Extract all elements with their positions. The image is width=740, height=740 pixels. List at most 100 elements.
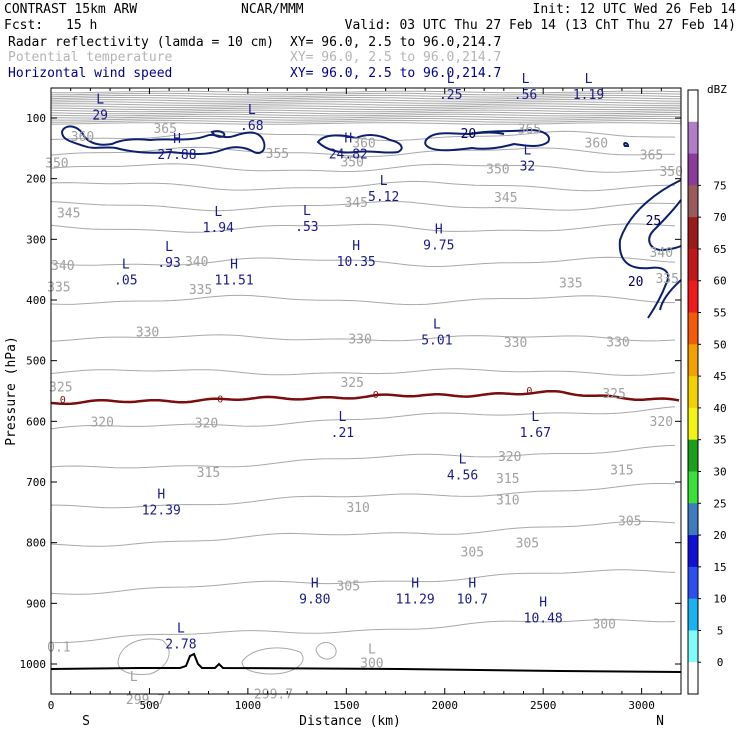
field1-name: Radar reflectivity (lamda = 10 cm) (8, 35, 274, 50)
extremum-marker: H (411, 577, 419, 592)
theta-contour-label: 320 (195, 416, 218, 431)
colorbar-unit: dBZ (707, 83, 727, 96)
zero-contour-label: 0 (217, 395, 223, 406)
colorbar-swatch (688, 662, 698, 695)
colorbar-label: 75 (713, 179, 726, 192)
y-tick-label: 400 (26, 294, 46, 307)
extremum-value: 1.67 (520, 426, 551, 441)
extremum-value: 10.48 (524, 612, 563, 627)
y-tick-label: 600 (26, 415, 46, 428)
theta-contour-label: 315 (197, 466, 220, 481)
extremum-value: 11.29 (396, 593, 435, 608)
colorbar-swatch (688, 185, 698, 218)
zero-contour-label: 0 (526, 386, 532, 397)
theta-contour-label: 300 (592, 618, 615, 633)
x-tick-label: 1500 (333, 699, 360, 712)
colorbar-swatch (688, 217, 698, 250)
extremum-marker: L (177, 622, 185, 637)
y-axis-label: Pressure (hPa) (4, 336, 19, 446)
theta-contour-line (51, 619, 676, 644)
extremum-marker: H (157, 488, 165, 503)
colorbar-label: 0 (717, 656, 724, 669)
extremum-marker: L (433, 318, 441, 333)
extremum-value: .25 (439, 88, 462, 103)
y-tick-label: 1000 (20, 658, 47, 671)
extremum-marker: L (447, 72, 455, 87)
theta-contour-label: 340 (650, 246, 673, 261)
theta-contour-line (50, 406, 676, 430)
theta-contour-label: 315 (496, 472, 519, 487)
theta-contour-label: 350 (659, 165, 682, 180)
x-tick-label: 2000 (432, 699, 459, 712)
x-tick-label: 0 (48, 699, 55, 712)
colorbar-swatch (688, 598, 698, 631)
colorbar-swatch (688, 407, 698, 441)
field3-name: Horizontal wind speed (8, 66, 172, 81)
theta-contour-line (50, 163, 676, 173)
colorbar-swatch (688, 121, 698, 155)
extremum-marker: H (539, 596, 547, 611)
wind-contour-line (618, 179, 682, 319)
extremum-marker: H (352, 239, 360, 254)
extremum-marker: L (338, 410, 346, 425)
field2-xy: XY= 96.0, 2.5 to 96.0,214.7 (290, 50, 501, 65)
x-tick-label: 2500 (530, 699, 557, 712)
colorbar-swatch (688, 280, 698, 314)
theta-contour-line (50, 223, 676, 233)
colorbar-label: 45 (713, 370, 726, 383)
theta-contour-line (50, 520, 676, 547)
theta-contour-label: 335 (189, 283, 212, 298)
fcst-value: 15 h (66, 18, 97, 33)
extremum-marker: L (585, 72, 593, 87)
extremum-marker: H (344, 131, 352, 146)
theta-contour-label: 305 (461, 546, 484, 561)
theta-contour-label: 299.7 (254, 687, 293, 702)
extremum-marker: L (165, 240, 173, 255)
theta-contour-line (50, 118, 682, 121)
theta-contour-label: 330 (136, 325, 159, 340)
zero-isotherm-line (50, 389, 680, 406)
zero-contour-label: 0 (373, 390, 379, 401)
field3-xy: XY= 96.0, 2.5 to 96.0,214.7 (290, 66, 501, 81)
theta-contour-label: 360 (71, 130, 94, 145)
extremum-value: 29 (92, 109, 108, 124)
theta-contour-label: 300 (360, 657, 383, 672)
theta-contour-label: 345 (57, 206, 80, 221)
wind-contour-label: 25 (646, 214, 662, 229)
x-endpoint-left: S (82, 714, 90, 729)
wind-contour-line (60, 125, 266, 155)
colorbar-label: 65 (713, 243, 726, 256)
extremum-marker: H (311, 577, 319, 592)
extremum-value: 9.80 (299, 593, 330, 608)
extremum-marker: H (230, 258, 238, 273)
y-tick-label: 200 (26, 173, 46, 186)
theta-contour-label: 310 (496, 493, 519, 508)
colorbar-swatch (688, 248, 698, 282)
extremum-value: .56 (514, 88, 537, 103)
extremum-value: 4.56 (447, 468, 478, 483)
axes: 0 500 1000 1500 2000 2500 30001002003004005006… (20, 88, 682, 712)
theta-contour-line (51, 120, 682, 123)
colorbar-swatch (688, 90, 698, 123)
extremum-value: .93 (157, 256, 180, 271)
colorbar-swatch (688, 153, 698, 186)
colorbar-label: 40 (713, 402, 726, 415)
theta-contour-line (50, 569, 676, 595)
extremum-value: .68 (240, 119, 263, 134)
extremum-value: 5.12 (368, 190, 399, 205)
theta-contour-line (50, 99, 682, 102)
theta-contour-label: 299.7 (126, 693, 165, 708)
theta-contour-label: 0.1 (47, 641, 70, 656)
theta-contour-label: 330 (504, 336, 527, 351)
theta-contour-label: 345 (344, 196, 367, 211)
theta-contour-label: 335 (655, 272, 678, 287)
theta-contour-line (51, 105, 682, 108)
wind-contour-line (469, 131, 505, 135)
theta-contour-label: 310 (346, 501, 369, 516)
extremum-marker: L (531, 410, 539, 425)
y-tick-label: 900 (26, 597, 46, 610)
x-axis-label: Distance (km) (299, 714, 401, 729)
theta-contour-label: 320 (650, 415, 673, 430)
theta-contour-line (50, 92, 682, 96)
